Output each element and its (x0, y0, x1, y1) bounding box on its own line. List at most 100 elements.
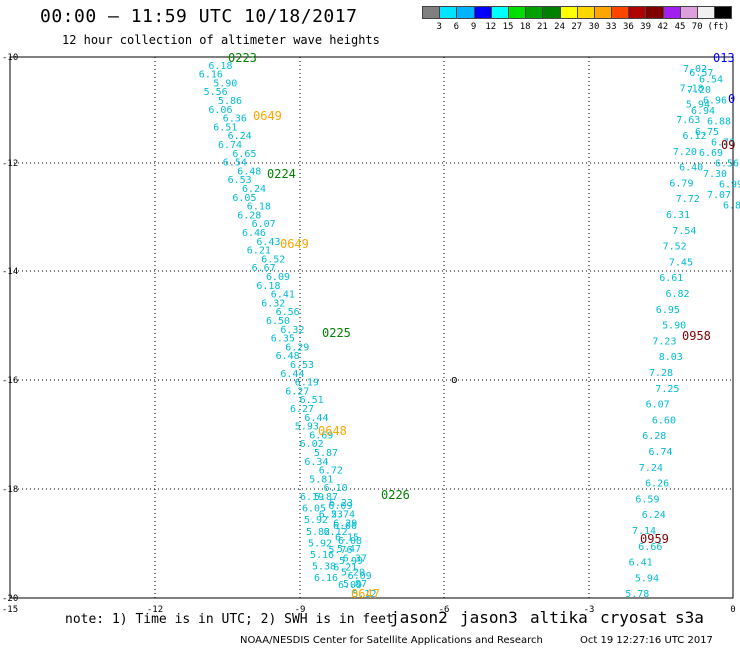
swh-value: 6.02 (300, 439, 324, 450)
color-scale-label: 39 (640, 22, 652, 32)
swh-value: 6.09 (338, 580, 362, 591)
swh-value: 6.72 (319, 466, 343, 477)
swh-value: 6.80 (723, 201, 740, 212)
swh-value: 6.36 (223, 114, 247, 125)
swh-value: 6.95 (656, 305, 680, 316)
swh-value: 6.34 (304, 457, 328, 468)
footer-credit: NOAA/NESDIS Center for Satellite Applica… (240, 635, 543, 646)
swh-value: 6.41 (271, 290, 295, 301)
legend-jason2: jason2 (390, 608, 448, 627)
x-tick-label: -3 (584, 605, 595, 615)
color-scale-label: 12 (485, 22, 497, 32)
swh-value: 5.93 (295, 422, 319, 433)
color-scale-label: 70 (691, 22, 703, 32)
color-scale-label: 15 (502, 22, 514, 32)
y-tick-label: -20 (2, 594, 18, 604)
swh-value: 5.92 (304, 515, 328, 526)
swh-value: 5.47 (337, 544, 361, 555)
swh-value: 5.76 (328, 545, 352, 556)
page-title: 00:00 – 11:59 UTC 10/18/2017 (40, 6, 358, 27)
swh-value: 6.54 (223, 158, 247, 169)
time-stamp-label: 09 (721, 138, 735, 152)
color-scale-label: 6 (453, 22, 460, 32)
swh-value: 6.18 (247, 202, 271, 213)
swh-value: 6.09 (266, 272, 290, 283)
swh-value: 6.10 (324, 483, 348, 494)
swh-value: 8.03 (659, 352, 683, 363)
footnote: note: 1) Time is in UTC; 2) SWH is in fe… (65, 612, 394, 627)
swh-value: 6.61 (659, 273, 683, 284)
swh-value: 6.08 (338, 536, 362, 547)
swh-value: 6.23 (319, 510, 343, 521)
swh-value: 6.51 (213, 122, 237, 133)
swh-value: 7.45 (669, 257, 693, 268)
center-marker: o (451, 373, 458, 386)
swh-value: 5.94 (635, 573, 659, 584)
swh-value: 6.53 (228, 175, 252, 186)
swh-value: 6.23 (329, 498, 353, 509)
swh-value: 6.41 (629, 558, 653, 569)
swh-value: 6.46 (242, 228, 266, 239)
swh-value: 5.82 (306, 527, 330, 538)
swh-value: 6.27 (290, 404, 314, 415)
swh-value: 5.12 (352, 589, 376, 600)
map-frame (9, 56, 734, 599)
swh-value: 6.79 (669, 178, 693, 189)
y-tick-label: -18 (2, 485, 18, 495)
swh-value: 6.56 (715, 159, 739, 170)
swh-value: 6.44 (304, 413, 328, 424)
swh-value: 6.66 (638, 542, 662, 553)
swh-value: 6.29 (333, 518, 357, 529)
swh-value: 6.59 (635, 494, 659, 505)
swh-value: 6.51 (300, 395, 324, 406)
time-stamp-label: 0 (728, 92, 735, 106)
swh-value: 6.09 (348, 571, 372, 582)
swh-value: 6.82 (666, 289, 690, 300)
swh-value: 6.07 (252, 219, 276, 230)
swh-value: 6.74 (218, 140, 242, 151)
swh-value: 6.53 (290, 360, 314, 371)
color-scale-label: 36 (622, 22, 634, 32)
swh-value: 5.87 (314, 492, 338, 503)
time-stamp-label: 0649 (253, 109, 282, 123)
swh-value: 6.26 (645, 479, 669, 490)
swh-value: 6.05 (232, 193, 256, 204)
color-scale-legend: 3 6 9 12 15 18 21 24 27 30 33 36 39 42 45 70 (ft) (422, 6, 733, 32)
swh-value: 6.54 (699, 75, 723, 86)
time-stamp-label: 0648 (318, 424, 347, 438)
time-stamp-label: 0225 (322, 326, 351, 340)
y-tick-label: -10 (2, 53, 18, 63)
y-tick-label: -14 (2, 267, 18, 277)
color-scale-label: 9 (470, 22, 477, 32)
time-stamp-label: 0224 (267, 167, 296, 181)
x-tick-label: -9 (295, 605, 306, 615)
swh-value: 7.23 (652, 336, 676, 347)
swh-value: 7.18 (680, 84, 704, 95)
swh-value: 6.48 (237, 166, 261, 177)
swh-value: 6.21 (247, 246, 271, 257)
color-swatch (714, 6, 733, 19)
swh-value: 6.27 (285, 386, 309, 397)
color-scale-label: 27 (571, 22, 583, 32)
swh-value: 6.48 (276, 351, 300, 362)
swh-value: 7.20 (687, 85, 711, 96)
swh-value: 6.75 (695, 127, 719, 138)
swh-value: 7.28 (649, 368, 673, 379)
color-scale-label: 18 (519, 22, 531, 32)
swh-value: 6.99 (719, 180, 740, 191)
swh-value: 6.69 (309, 430, 333, 441)
swh-value: 5.56 (204, 87, 228, 98)
swh-value: 6.09 (328, 501, 352, 512)
swh-value: 6.52 (261, 254, 285, 265)
color-scale-swatches (422, 6, 733, 19)
swh-value: 5.20 (341, 567, 365, 578)
y-tick-label: -12 (2, 159, 18, 169)
swh-value: 6.06 (208, 105, 232, 116)
swh-value: 6.65 (232, 149, 256, 160)
swh-value: 6.29 (285, 342, 309, 353)
swh-value: 6.18 (256, 281, 280, 292)
swh-value: 6.94 (691, 106, 715, 117)
swh-value: 6.56 (276, 307, 300, 318)
swh-value: 6.37 (343, 554, 367, 565)
swh-value: 6.50 (266, 316, 290, 327)
